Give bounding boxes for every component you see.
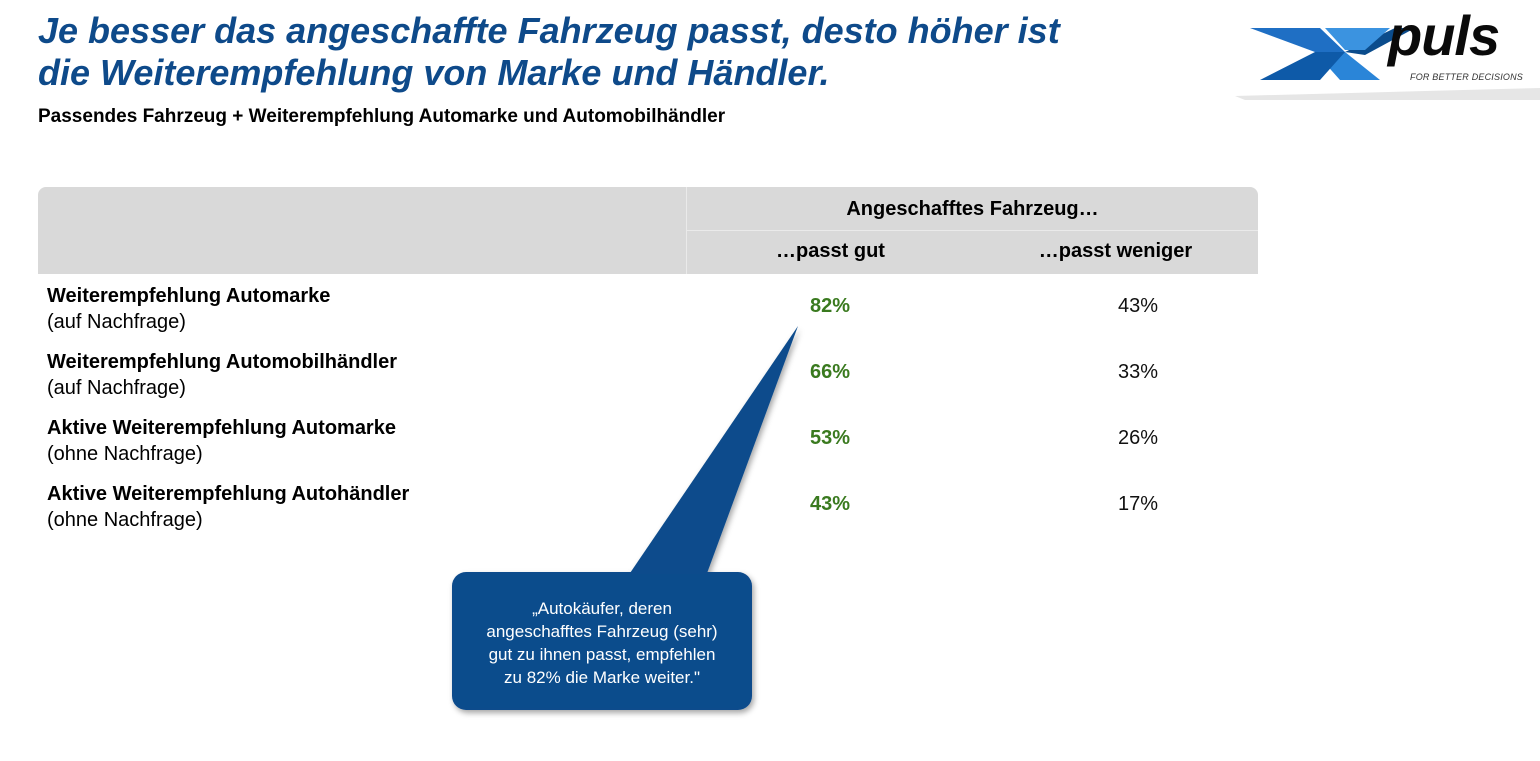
row-label-sub: (ohne Nachfrage) [47, 509, 203, 531]
row-label-sub: (ohne Nachfrage) [47, 443, 203, 465]
callout-line: „Autokäufer, deren [532, 599, 672, 618]
row-label-sub: (auf Nachfrage) [47, 377, 186, 399]
header-divider [686, 187, 687, 274]
table-row: Aktive Weiterempfehlung Automarke (ohne … [38, 415, 1258, 481]
table-row: Weiterempfehlung Automarke (auf Nachfrag… [38, 283, 1258, 349]
row-label-main: Weiterempfehlung Automarke [47, 285, 331, 307]
page-subtitle: Passendes Fahrzeug + Weiterempfehlung Au… [38, 106, 726, 127]
value-passt-gut: 82% [809, 295, 851, 317]
column-header-passt-gut: …passt gut [776, 240, 885, 262]
row-label-main: Weiterempfehlung Automobilhändler [47, 351, 398, 373]
callout-line: angeschafftes Fahrzeug (sehr) [486, 622, 718, 641]
value-passt-gut: 43% [809, 493, 851, 515]
logo-tagline: FOR BETTER DECISIONS [1410, 72, 1524, 82]
value-passt-weniger: 17% [1117, 493, 1159, 515]
value-passt-weniger: 43% [1117, 295, 1159, 317]
value-passt-weniger: 26% [1117, 427, 1159, 449]
row-label-sub: (auf Nachfrage) [47, 311, 186, 333]
callout-line: gut zu ihnen passt, empfehlen [488, 645, 716, 664]
group-header: Angeschafftes Fahrzeug… [846, 198, 1099, 220]
value-passt-gut: 53% [809, 427, 851, 449]
header-divider-horizontal [687, 230, 1258, 231]
row-label: Weiterempfehlung Automarke (auf Nachfrag… [47, 283, 330, 335]
page-title-line-1: Je besser das angeschaffte Fahrzeug pass… [38, 10, 1060, 51]
value-passt-gut: 66% [809, 361, 851, 383]
row-label: Weiterempfehlung Automobilhändler (auf N… [47, 349, 397, 401]
page-title: Je besser das angeschaffte Fahrzeug pass… [38, 10, 1188, 94]
table-row: Aktive Weiterempfehlung Autohändler (ohn… [38, 481, 1258, 547]
table-header-row-group [38, 187, 1258, 231]
row-label-main: Aktive Weiterempfehlung Automarke [47, 417, 396, 439]
logo-wordmark: puls [1388, 4, 1500, 67]
row-label: Aktive Weiterempfehlung Autohändler (ohn… [47, 481, 409, 533]
callout-line: zu 82% die Marke weiter." [504, 668, 700, 687]
table-row: Weiterempfehlung Automobilhändler (auf N… [38, 349, 1258, 415]
callout-quote: „Autokäufer, deren angeschafftes Fahrzeu… [456, 597, 748, 689]
puls-logo-mark [1225, 0, 1540, 100]
table-header-row-columns [38, 231, 1258, 274]
page-title-line-2: die Weiterempfehlung von Marke und Händl… [38, 52, 830, 93]
row-label-main: Aktive Weiterempfehlung Autohändler [47, 483, 410, 505]
row-label: Aktive Weiterempfehlung Automarke (ohne … [47, 415, 396, 467]
column-header-passt-weniger: …passt weniger [1038, 240, 1193, 262]
value-passt-weniger: 33% [1117, 361, 1159, 383]
